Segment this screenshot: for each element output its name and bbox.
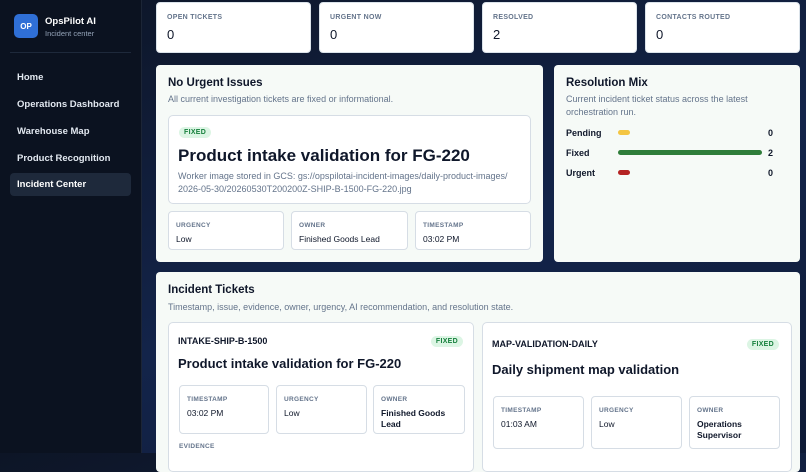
ticket-card: MAP-VALIDATION-DAILY FIXED Daily shipmen… (482, 322, 792, 472)
ticket-card: INTAKE-SHIP-B-1500 FIXED Product intake … (168, 322, 474, 472)
nav-item[interactable]: Operations Dashboard (17, 99, 120, 110)
ticket-description: Worker image stored in GCS: gs://opspilo… (178, 171, 508, 194)
field-box: URGENCY Low (276, 385, 367, 434)
row-label: Fixed (566, 148, 590, 158)
field-value: 01:03 AM (501, 419, 537, 429)
field-box: OWNER Operations Supervisor (689, 396, 780, 449)
field-value: Low (284, 408, 300, 418)
panel-title: Incident Tickets (168, 284, 255, 296)
brand-subtitle: Incident center (45, 29, 95, 38)
nav-item[interactable]: Incident Center (10, 173, 131, 196)
ticket-title: Product intake validation for FG-220 (178, 356, 402, 371)
nav-item[interactable]: Home (17, 72, 44, 83)
field-box: OWNER Finished Goods Lead (373, 385, 465, 434)
field-box: TIMESTAMP 03:02 PM (415, 211, 531, 250)
stat-value: 0 (330, 27, 338, 42)
field-label: OWNER (697, 407, 724, 414)
sidebar: OP OpsPilot AI Incident center Home Oper… (0, 0, 142, 453)
field-box: TIMESTAMP 03:02 PM (179, 385, 269, 434)
stat-label: CONTACTS ROUTED (656, 14, 731, 21)
row-count: 0 (768, 128, 774, 138)
stat-label: URGENT NOW (330, 14, 382, 21)
field-label: OWNER (299, 222, 326, 229)
count-bar (618, 170, 630, 175)
nav-item[interactable]: Product Recognition (17, 153, 111, 164)
row-count: 0 (768, 168, 774, 178)
stat-card: CONTACTS ROUTED 0 (645, 2, 800, 53)
count-bar (618, 150, 762, 155)
stat-card: RESOLVED 2 (482, 2, 637, 53)
count-bar (618, 130, 630, 135)
brand-name: OpsPilot AI (45, 16, 96, 27)
logo: OP (14, 14, 38, 38)
ticket-id: MAP-VALIDATION-DAILY (492, 339, 598, 349)
field-label: OWNER (381, 396, 408, 403)
field-box: TIMESTAMP 01:03 AM (493, 396, 584, 449)
panel-title: Resolution Mix (566, 77, 648, 89)
divider (10, 52, 131, 53)
panel-subtitle: All current investigation tickets are fi… (168, 94, 394, 104)
stat-value: 0 (656, 27, 664, 42)
resolution-panel: Resolution Mix Current incident ticket s… (554, 65, 800, 262)
field-label: TIMESTAMP (187, 396, 228, 403)
field-box: OWNER Finished Goods Lead (291, 211, 408, 250)
field-value: 03:02 PM (423, 234, 460, 244)
nav-item[interactable]: Warehouse Map (17, 126, 90, 137)
panel-subtitle: Timestamp, issue, evidence, owner, urgen… (168, 302, 514, 312)
field-label: URGENCY (599, 407, 634, 414)
row-count: 2 (768, 148, 774, 158)
row-label: Urgent (566, 168, 595, 178)
status-badge: FIXED (430, 336, 463, 347)
field-value: Low (176, 234, 192, 244)
field-label: TIMESTAMP (423, 222, 464, 229)
field-value: Finished Goods Lead (381, 408, 446, 429)
stat-value: 2 (493, 27, 501, 42)
field-label: URGENCY (284, 396, 319, 403)
status-badge: FIXED (746, 339, 779, 350)
ticket-id: INTAKE-SHIP-B-1500 (178, 336, 268, 346)
stat-label: RESOLVED (493, 14, 534, 21)
field-value: Finished Goods Lead (299, 234, 380, 244)
ticket-card: FIXED Product intake validation for FG-2… (168, 115, 531, 204)
field-value: Operations Supervisor (697, 419, 742, 440)
field-label: URGENCY (176, 222, 211, 229)
ticket-heading: Product intake validation for FG-220 (178, 146, 470, 165)
stat-label: OPEN TICKETS (167, 14, 223, 21)
row-label: Pending (566, 128, 602, 138)
stat-card: URGENT NOW 0 (319, 2, 474, 53)
summary-panel: No Urgent Issues All current investigati… (156, 65, 543, 262)
field-label: TIMESTAMP (501, 407, 542, 414)
field-box: URGENCY Low (591, 396, 682, 449)
stat-card: OPEN TICKETS 0 (156, 2, 311, 53)
ticket-title: Daily shipment map validation (492, 362, 680, 377)
status-badge: FIXED (179, 127, 212, 138)
evidence-label: EVIDENCE (179, 443, 215, 450)
panel-title: No Urgent Issues (168, 77, 263, 89)
panel-subtitle: Current incident ticket status across th… (566, 94, 748, 117)
field-box: URGENCY Low (168, 211, 284, 250)
field-value: Low (599, 419, 615, 429)
stat-value: 0 (167, 27, 175, 42)
field-value: 03:02 PM (187, 408, 224, 418)
tickets-panel: Incident Tickets Timestamp, issue, evide… (156, 272, 800, 472)
